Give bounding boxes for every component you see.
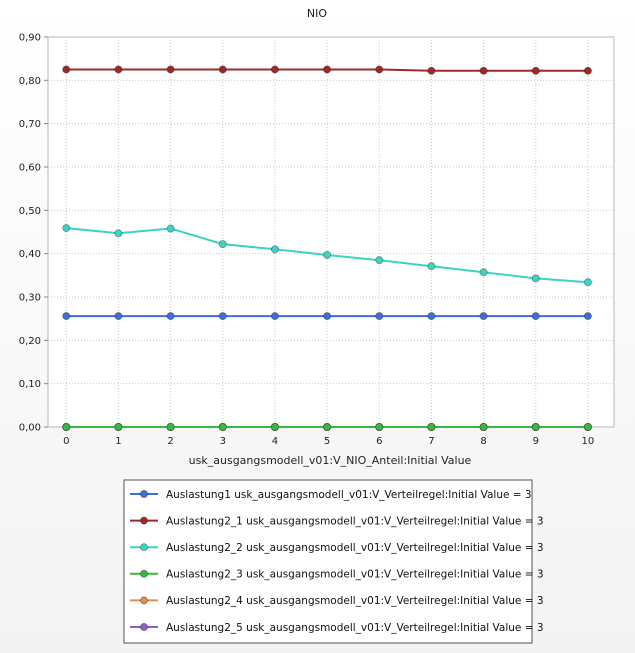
series-4 (62, 422, 592, 431)
legend-entry: Auslastung2_3 usk_ausgangsmodell_v01:V_V… (130, 569, 544, 581)
data-point (427, 422, 436, 431)
x-tick-label: 4 (272, 436, 278, 447)
x-tick-label: 2 (167, 436, 173, 447)
series-1 (62, 312, 592, 321)
y-axis: 0,00 0,10 0,20 0,30 0,40 0,50 0,60 0,70 0,80 0,90 (19, 33, 48, 434)
data-point (270, 65, 279, 74)
legend-box (123, 479, 533, 644)
data-point (62, 224, 71, 233)
data-point (531, 422, 540, 431)
legend-label: Auslastung1 usk_ausgangsmodell_v01:V_Ver… (166, 489, 532, 501)
legend-marker (139, 516, 148, 525)
data-point (583, 278, 592, 287)
y-tick-label: 0,50 (19, 206, 41, 217)
data-point (323, 65, 332, 74)
data-point (166, 422, 175, 431)
data-point (62, 312, 71, 321)
x-tick-label: 8 (480, 436, 486, 447)
data-point (270, 422, 279, 431)
data-point (218, 65, 227, 74)
data-point (114, 65, 123, 74)
data-point (270, 312, 279, 321)
data-point (427, 262, 436, 271)
data-point (114, 422, 123, 431)
series-2 (62, 65, 592, 75)
data-point (62, 422, 71, 431)
legend-marker (139, 596, 148, 605)
x-tick-label: 6 (376, 436, 382, 447)
data-point (218, 312, 227, 321)
y-tick-label: 0,90 (19, 33, 41, 44)
legend-label: Auslastung2_5 usk_ausgangsmodell_v01:V_V… (166, 622, 544, 634)
x-tick-label: 9 (533, 436, 539, 447)
data-point (323, 312, 332, 321)
data-point (583, 312, 592, 321)
data-point (114, 229, 123, 238)
legend-entry: Auslastung2_1 usk_ausgangsmodell_v01:V_V… (130, 515, 544, 527)
legend-marker (139, 569, 148, 578)
data-point (375, 312, 384, 321)
data-point (531, 66, 540, 75)
y-tick-label: 0,40 (19, 249, 41, 260)
data-point (166, 65, 175, 74)
y-tick-label: 0,80 (19, 76, 41, 87)
x-tick-label: 10 (582, 436, 595, 447)
data-point (583, 422, 592, 431)
y-tick-label: 0,70 (19, 119, 41, 130)
data-point (531, 312, 540, 321)
data-point (427, 312, 436, 321)
data-point (479, 422, 488, 431)
legend-marker (139, 623, 148, 632)
y-tick-label: 0,20 (19, 336, 41, 347)
data-point (323, 250, 332, 259)
chart-title: NIO (307, 7, 327, 20)
data-point (62, 65, 71, 74)
legend-label: Auslastung2_3 usk_ausgangsmodell_v01:V_V… (166, 569, 544, 581)
legend-entry: Auslastung1 usk_ausgangsmodell_v01:V_Ver… (130, 489, 532, 501)
data-point (479, 312, 488, 321)
data-point (375, 422, 384, 431)
legend-label: Auslastung2_2 usk_ausgangsmodell_v01:V_V… (166, 542, 544, 554)
x-tick-label: 1 (115, 436, 121, 447)
legend-marker (139, 543, 148, 552)
legend-label: Auslastung2_4 usk_ausgangsmodell_v01:V_V… (166, 595, 544, 607)
y-tick-label: 0,30 (19, 293, 41, 304)
data-point (166, 312, 175, 321)
data-point (323, 422, 332, 431)
data-point (583, 66, 592, 75)
data-point (166, 224, 175, 233)
data-point (114, 312, 123, 321)
data-point (479, 66, 488, 75)
x-axis-label: usk_ausgangsmodell_v01:V_NIO_Anteil:Init… (189, 454, 472, 467)
data-point (375, 65, 384, 74)
data-point (427, 66, 436, 75)
data-point (218, 422, 227, 431)
legend-label: Auslastung2_1 usk_ausgangsmodell_v01:V_V… (166, 515, 544, 527)
data-point (531, 274, 540, 283)
series-layer (62, 65, 592, 431)
x-tick-label: 0 (63, 436, 69, 447)
legend-entry: Auslastung2_4 usk_ausgangsmodell_v01:V_V… (130, 595, 544, 607)
data-point (270, 245, 279, 254)
series-3 (62, 224, 592, 287)
y-tick-label: 0,10 (19, 379, 41, 390)
legend-entry: Auslastung2_5 usk_ausgangsmodell_v01:V_V… (130, 622, 544, 634)
x-tick-label: 5 (324, 436, 330, 447)
legend: Auslastung1 usk_ausgangsmodell_v01:V_Ver… (123, 479, 544, 644)
data-point (218, 240, 227, 249)
data-point (375, 256, 384, 265)
x-tick-label: 7 (428, 436, 434, 447)
legend-entry: Auslastung2_2 usk_ausgangsmodell_v01:V_V… (130, 542, 544, 554)
data-point (479, 268, 488, 277)
y-tick-label: 0,60 (19, 163, 41, 174)
legend-marker (139, 489, 148, 498)
y-tick-label: 0,00 (19, 423, 41, 434)
x-tick-label: 3 (220, 436, 226, 447)
